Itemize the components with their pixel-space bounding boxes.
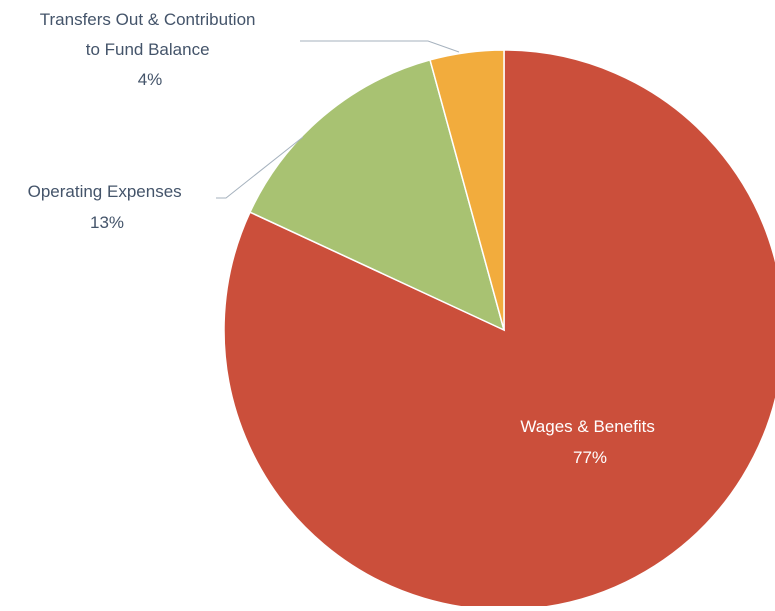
data-labels: Wages & Benefits 77% Operating Expenses … [28, 10, 659, 467]
data-label-operating-percent: 13% [90, 213, 124, 232]
leader-line-operating [216, 136, 304, 199]
pie-slice-transfers [429, 49, 505, 331]
data-label-transfers-name-line1: Transfers Out & Contribution [40, 10, 256, 29]
leader-lines [216, 40, 460, 199]
data-label-transfers: Transfers Out & Contribution to Fund Bal… [40, 10, 260, 89]
data-label-wages: Wages & Benefits 77% [520, 417, 659, 467]
data-label-transfers-name-line2: to Fund Balance [86, 40, 210, 59]
data-label-wages-percent: 77% [573, 448, 607, 467]
data-label-wages-name: Wages & Benefits [520, 417, 655, 436]
data-label-transfers-percent: 4% [138, 70, 163, 89]
leader-line-transfers [300, 40, 460, 53]
data-label-operating: Operating Expenses 13% [28, 182, 187, 232]
pie-slice-wages [223, 49, 775, 611]
pie-slice-operating [249, 59, 506, 332]
pie-slices [223, 49, 775, 611]
data-label-operating-name: Operating Expenses [28, 182, 182, 201]
